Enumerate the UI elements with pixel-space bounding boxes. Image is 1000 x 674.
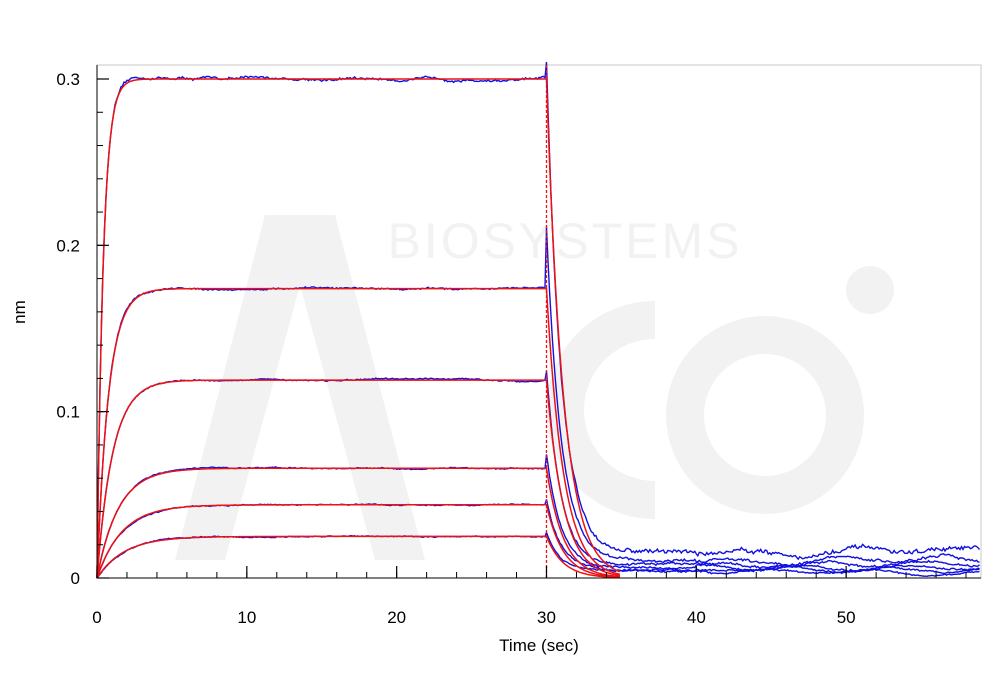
y-tick-label: 0.3	[56, 70, 80, 89]
watermark-logo-a	[175, 215, 425, 560]
fitted-curve-3	[96, 379, 620, 579]
x-axis-label: Time (sec)	[499, 636, 579, 655]
fitted-curve-4	[96, 467, 620, 579]
watermark-logo-dot	[846, 266, 894, 314]
x-tick-label: 20	[387, 608, 406, 627]
y-axis-label: nm	[10, 300, 29, 324]
y-tick-label: 0.2	[56, 236, 80, 255]
x-tick-label: 10	[237, 608, 256, 627]
x-tick-label: 50	[837, 608, 856, 627]
fitted-curve-2	[96, 287, 621, 579]
measured-curve-2	[96, 227, 980, 578]
fitted-curve-1	[96, 78, 621, 579]
watermark-logo-c	[546, 301, 656, 519]
axes: 0 0.1 0.2 0.3 0 10 20 30 40 50	[56, 65, 981, 627]
y-tick-label: 0.1	[56, 403, 80, 422]
watermark-logo-o	[666, 316, 864, 514]
fitted-curve-6	[96, 535, 620, 579]
fitted-curve-5	[96, 504, 620, 579]
watermark-text: BIOSYSTEMS	[387, 213, 742, 269]
y-tick-label: 0	[71, 569, 80, 588]
watermark: BIOSYSTEMS	[175, 213, 894, 560]
curves-layer	[96, 62, 981, 579]
x-tick-label: 0	[92, 608, 101, 627]
x-tick-label: 30	[537, 608, 556, 627]
x-tick-label: 40	[687, 608, 706, 627]
